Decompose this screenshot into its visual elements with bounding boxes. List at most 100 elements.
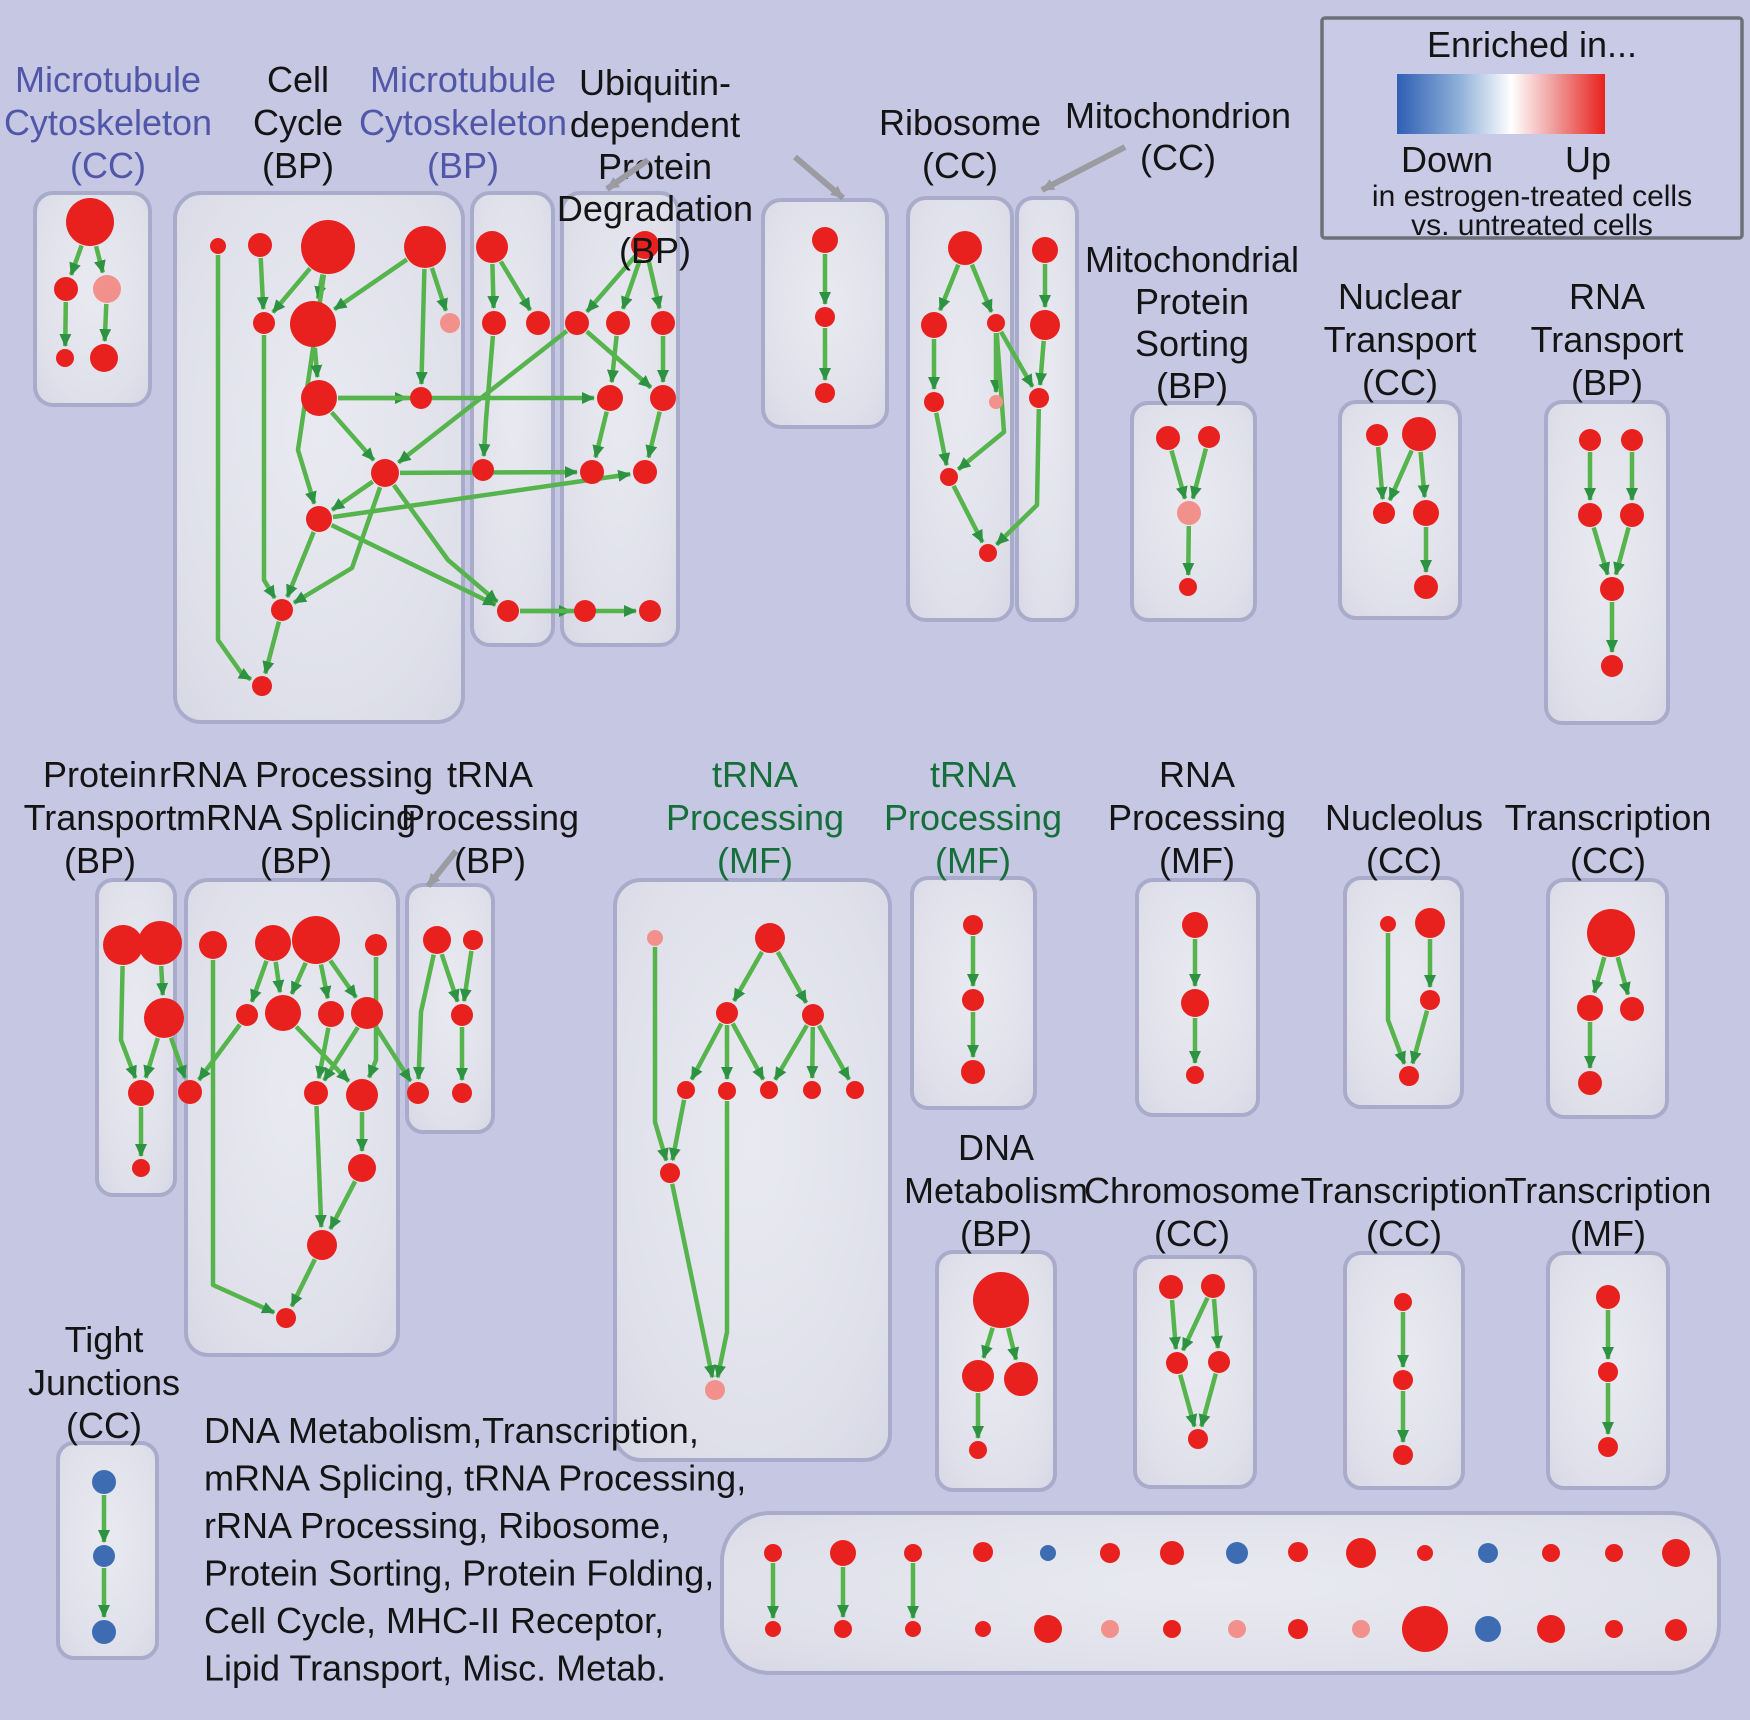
go-term-node-cellcycle-b7[interactable] — [301, 380, 337, 416]
go-term-node-rnatrans-rt0[interactable] — [1579, 429, 1601, 451]
go-term-node-mtcc-a2[interactable] — [93, 275, 121, 303]
go-term-node-transc_cc2-i0[interactable] — [1394, 1293, 1412, 1311]
go-term-node-rnatrans-rt2[interactable] — [1578, 503, 1602, 527]
go-term-node-mtbp-c2[interactable] — [526, 311, 550, 335]
go-term-node-mixed-x9a[interactable] — [1288, 1542, 1308, 1562]
go-term-node-cellcycle-b6[interactable] — [440, 313, 460, 333]
go-term-node-ubiq-d9[interactable] — [639, 600, 661, 622]
go-term-node-ribo-f4[interactable] — [989, 395, 1003, 409]
go-term-node-trna_mf_big-m0[interactable] — [647, 930, 663, 946]
go-term-node-trna_bp-t4[interactable] — [452, 1083, 472, 1103]
go-term-node-transc_mf-j1[interactable] — [1598, 1362, 1618, 1382]
go-term-node-ubiq-d3[interactable] — [651, 311, 675, 335]
go-term-node-nuctrans-nt0[interactable] — [1366, 424, 1388, 446]
go-term-node-trna_mf_big-m9[interactable] — [660, 1163, 680, 1183]
go-term-node-trna_mf_big-m10[interactable] — [705, 1380, 725, 1400]
go-term-node-tightjunc-k1[interactable] — [93, 1545, 115, 1567]
go-term-node-cellcycle-b1[interactable] — [248, 233, 272, 257]
go-term-node-nucleolus-v2[interactable] — [1420, 990, 1440, 1010]
go-term-node-nuctrans-nt3[interactable] — [1413, 500, 1439, 526]
go-term-node-prottrans-p1[interactable] — [138, 921, 182, 965]
go-term-node-mito-mt0[interactable] — [1032, 237, 1058, 263]
go-term-node-prottrans-p2[interactable] — [144, 998, 184, 1038]
go-term-node-ubiq-d4[interactable] — [597, 385, 623, 411]
go-term-node-trna_mf_big-m7[interactable] — [803, 1081, 821, 1099]
go-term-node-mixed-x5a[interactable] — [1040, 1545, 1056, 1561]
go-term-node-rrna-r13[interactable] — [178, 1080, 202, 1104]
go-term-node-ribo-f6[interactable] — [979, 544, 997, 562]
go-term-node-cellcycle-b4[interactable] — [253, 312, 275, 334]
go-term-node-ribo-f2[interactable] — [987, 314, 1005, 332]
go-term-node-rrna-r12[interactable] — [276, 1308, 296, 1328]
go-term-node-trna_bp-t3[interactable] — [407, 1082, 429, 1104]
go-term-node-rrna-r9[interactable] — [346, 1079, 378, 1111]
go-term-node-mixed-x8b[interactable] — [1228, 1620, 1246, 1638]
go-term-node-transc_mf-j2[interactable] — [1598, 1437, 1618, 1457]
go-term-node-nuctrans-nt4[interactable] — [1414, 575, 1438, 599]
go-term-node-rnaproc_mf-u2[interactable] — [1186, 1066, 1204, 1084]
go-term-node-mtcc-a3[interactable] — [56, 349, 74, 367]
go-term-node-dnametab-g3[interactable] — [969, 1441, 987, 1459]
go-term-node-mtbp-c0[interactable] — [476, 231, 508, 263]
go-term-node-mixed-x11b[interactable] — [1402, 1606, 1448, 1652]
go-term-node-trna_mf2-q1[interactable] — [962, 989, 984, 1011]
go-term-node-tightjunc-k0[interactable] — [92, 1470, 116, 1494]
go-term-node-mixed-x15b[interactable] — [1665, 1619, 1687, 1641]
go-term-node-nucleolus-v1[interactable] — [1415, 908, 1445, 938]
go-term-node-transc_cc1-w2[interactable] — [1620, 997, 1644, 1021]
go-term-node-chromosome-h4[interactable] — [1188, 1429, 1208, 1449]
go-term-node-mixed-x1a[interactable] — [764, 1544, 782, 1562]
go-term-node-trna_bp-t2[interactable] — [451, 1004, 473, 1026]
go-term-node-mixed-x1b[interactable] — [765, 1621, 781, 1637]
go-term-node-trna_mf_big-m3[interactable] — [802, 1004, 824, 1026]
go-term-node-transc_cc2-i2[interactable] — [1393, 1445, 1413, 1465]
go-term-node-trna_mf_big-m6[interactable] — [760, 1081, 778, 1099]
go-term-node-mixed-x11a[interactable] — [1417, 1545, 1433, 1561]
go-term-node-mixed-x6a[interactable] — [1100, 1543, 1120, 1563]
go-term-node-mixed-x3b[interactable] — [905, 1621, 921, 1637]
go-term-node-mixed-x5b[interactable] — [1034, 1615, 1062, 1643]
go-term-node-rrna-r7[interactable] — [351, 997, 383, 1029]
go-term-node-mtbp-c1[interactable] — [482, 311, 506, 335]
go-term-node-ribo-f0[interactable] — [948, 231, 982, 265]
go-term-node-rnatrans-rt3[interactable] — [1620, 503, 1644, 527]
go-term-node-transc_cc2-i1[interactable] — [1393, 1370, 1413, 1390]
go-term-node-mixed-x8a[interactable] — [1226, 1542, 1248, 1564]
go-term-node-mps-s0[interactable] — [1156, 426, 1180, 450]
go-term-node-mixed-x2a[interactable] — [830, 1540, 856, 1566]
go-term-node-chromosome-h1[interactable] — [1201, 1274, 1225, 1298]
go-term-node-nucleolus-v0[interactable] — [1380, 916, 1396, 932]
go-term-node-ubiq2-e0[interactable] — [812, 227, 838, 253]
go-term-node-cellcycle-b2[interactable] — [301, 220, 355, 274]
go-term-node-mixed-x4a[interactable] — [973, 1542, 993, 1562]
go-term-node-prottrans-p4[interactable] — [132, 1159, 150, 1177]
go-term-node-mtcc-a4[interactable] — [90, 344, 118, 372]
go-term-node-transc_mf-j0[interactable] — [1596, 1285, 1620, 1309]
go-term-node-trna_mf_big-m1[interactable] — [755, 923, 785, 953]
go-term-node-ubiq-d0[interactable] — [631, 231, 659, 259]
go-term-node-cellcycle-b9[interactable] — [371, 459, 399, 487]
go-term-node-rrna-r11[interactable] — [307, 1230, 337, 1260]
go-term-node-cellcycle-b11[interactable] — [271, 599, 293, 621]
go-term-node-mixed-x3a[interactable] — [904, 1544, 922, 1562]
go-term-node-trna_mf_big-m4[interactable] — [677, 1081, 695, 1099]
go-term-node-mtbp-c4[interactable] — [497, 600, 519, 622]
go-term-node-rnaproc_mf-u1[interactable] — [1181, 989, 1209, 1017]
go-term-node-ubiq2-e1[interactable] — [815, 307, 835, 327]
go-term-node-rrna-r1[interactable] — [255, 925, 291, 961]
go-term-node-ubiq-d2[interactable] — [606, 311, 630, 335]
go-term-node-tightjunc-k2[interactable] — [92, 1620, 116, 1644]
go-term-node-mixed-x9b[interactable] — [1288, 1619, 1308, 1639]
go-term-node-cellcycle-b10[interactable] — [306, 506, 332, 532]
go-term-node-transc_cc1-w0[interactable] — [1587, 909, 1635, 957]
go-term-node-rrna-r5[interactable] — [265, 995, 301, 1031]
go-term-node-trna_mf2-q0[interactable] — [963, 915, 983, 935]
go-term-node-mps-s2[interactable] — [1177, 501, 1201, 525]
go-term-node-rrna-r6[interactable] — [318, 1001, 344, 1027]
go-term-node-mixed-x10b[interactable] — [1352, 1620, 1370, 1638]
go-term-node-transc_cc1-w1[interactable] — [1577, 995, 1603, 1021]
go-term-node-mito-mt2[interactable] — [1029, 388, 1049, 408]
go-term-node-mixed-x7a[interactable] — [1160, 1541, 1184, 1565]
go-term-node-transc_cc1-w3[interactable] — [1578, 1071, 1602, 1095]
go-term-node-mixed-x13a[interactable] — [1542, 1544, 1560, 1562]
